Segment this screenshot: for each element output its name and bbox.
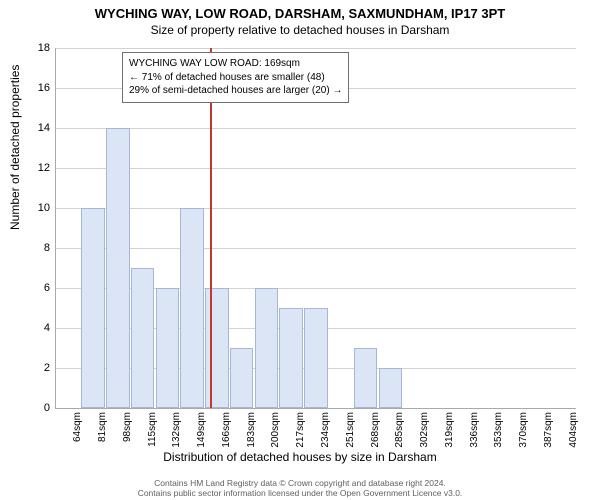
histogram-bar [106,128,130,408]
x-axis-label: Distribution of detached houses by size … [0,450,600,464]
histogram-bar [81,208,105,408]
gridline [56,168,576,169]
footer-line-1: Contains HM Land Registry data © Crown c… [154,478,446,488]
chart-container: WYCHING WAY, LOW ROAD, DARSHAM, SAXMUNDH… [0,0,600,500]
gridline [56,248,576,249]
info-line-3: 29% of semi-detached houses are larger (… [129,84,342,98]
histogram-bar [255,288,279,408]
histogram-bar [230,348,254,408]
info-line-1: WYCHING WAY LOW ROAD: 169sqm [129,57,342,71]
y-tick-label: 12 [20,162,50,174]
chart-title-2: Size of property relative to detached ho… [0,23,600,37]
histogram-bar [354,348,378,408]
histogram-bar [379,368,403,408]
histogram-bar [304,308,328,408]
y-tick-label: 4 [20,322,50,334]
histogram-bar [279,308,303,408]
y-tick-label: 2 [20,362,50,374]
info-line-2: ← 71% of detached houses are smaller (48… [129,71,342,85]
histogram-bar [180,208,204,408]
footer-text: Contains HM Land Registry data © Crown c… [0,478,600,498]
footer-line-2: Contains public sector information licen… [138,488,463,498]
y-tick-label: 16 [20,82,50,94]
y-tick-label: 6 [20,282,50,294]
y-tick-label: 14 [20,122,50,134]
gridline [56,208,576,209]
chart-area: 02468101214161864sqm81sqm98sqm115sqm132s… [55,48,575,408]
chart-title-1: WYCHING WAY, LOW ROAD, DARSHAM, SAXMUNDH… [0,0,600,21]
y-tick-label: 18 [20,42,50,54]
histogram-bar [131,268,155,408]
histogram-bar [156,288,180,408]
y-tick-label: 10 [20,202,50,214]
info-box: WYCHING WAY LOW ROAD: 169sqm← 71% of det… [122,52,349,103]
gridline [56,48,576,49]
y-tick-label: 0 [20,402,50,414]
y-tick-label: 8 [20,242,50,254]
gridline [56,128,576,129]
plot-region: 02468101214161864sqm81sqm98sqm115sqm132s… [55,48,576,409]
